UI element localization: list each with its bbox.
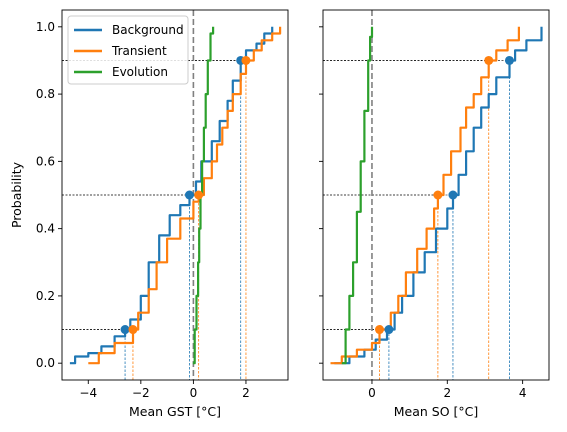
quantile-marker-transient-1	[433, 190, 443, 200]
series-line-background	[334, 26, 543, 365]
right-panel-so: 0 2 4 Mean SO [°C]	[319, 9, 550, 419]
quantile-marker-transient-2	[241, 55, 251, 65]
axes-frame	[61, 9, 289, 381]
y-tick-label: 0.6	[36, 154, 55, 168]
y-tick-label: 1.0	[36, 20, 55, 34]
x-tick-label: −2	[132, 386, 150, 400]
x-tick-label: 2	[242, 386, 250, 400]
x-axis-label: Mean SO [°C]	[394, 404, 479, 419]
quantile-marker-background-1	[448, 190, 458, 200]
legend: Background Transient Evolution	[67, 15, 189, 85]
y-tick-label: 0.0	[36, 356, 55, 370]
series-line-transient	[88, 26, 282, 365]
y-tick-label: 0.4	[36, 222, 55, 236]
quantile-marker-transient-2	[484, 55, 494, 65]
quantile-marker-transient-1	[194, 190, 204, 200]
y-axis-label: Probability	[9, 161, 24, 228]
x-tick-label: 0	[190, 386, 198, 400]
x-tick-label: 0	[368, 386, 376, 400]
y-tick-label: 0.2	[36, 289, 55, 303]
x-tick-label: −4	[79, 386, 97, 400]
x-tick-label: 2	[443, 386, 451, 400]
legend-label-transient: Transient	[111, 44, 167, 58]
quantile-marker-background-1	[184, 190, 194, 200]
quantile-marker-transient-0	[128, 325, 138, 335]
x-tick-label: 4	[519, 386, 527, 400]
x-axis-label: Mean GST [°C]	[129, 404, 221, 419]
left-panel-gst: −4 −2 0 2 0.0 0.2 0.4 0.6 0.8 1.0 Mean GST [°C] Pro…	[9, 9, 289, 419]
series-line-transient	[330, 26, 520, 365]
legend-box	[67, 15, 189, 85]
quantile-marker-transient-0	[375, 325, 384, 335]
quantile-marker-background-0	[120, 325, 130, 335]
legend-label-evolution: Evolution	[112, 65, 168, 79]
legend-label-background: Background	[112, 23, 184, 37]
axes-frame	[322, 9, 550, 381]
quantile-marker-background-0	[384, 325, 394, 335]
series-line-evolution	[341, 26, 374, 365]
quantile-marker-background-2	[504, 55, 514, 65]
y-tick-label: 0.8	[36, 87, 55, 101]
